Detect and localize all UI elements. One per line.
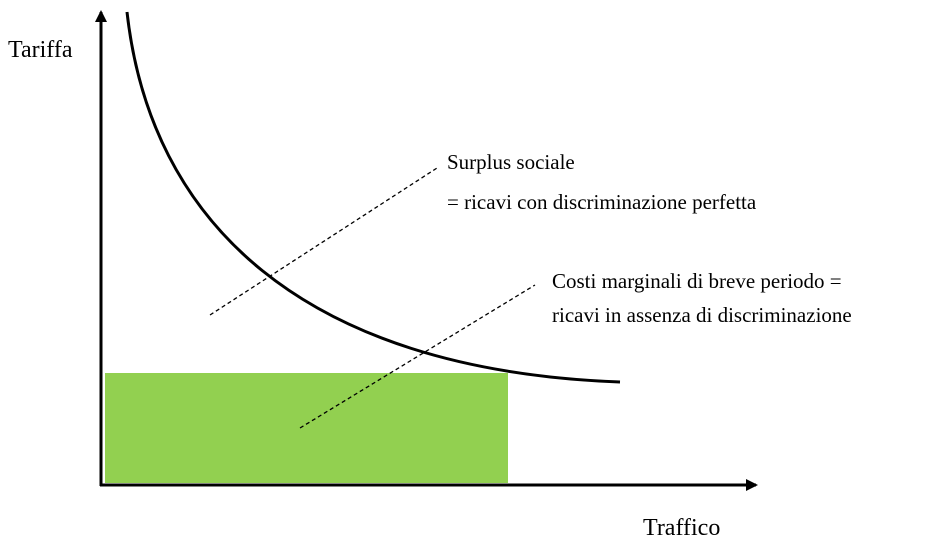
pointer-line: [209, 167, 438, 316]
annotation: Surplus sociale: [447, 150, 575, 174]
revenue-area: [105, 373, 508, 483]
annotation: = ricavi con discriminazione perfetta: [447, 190, 757, 214]
pointer-line: [299, 284, 536, 429]
annotation: ricavi in assenza di discriminazione: [552, 303, 852, 327]
annotation: Costi marginali di breve periodo =: [552, 269, 842, 293]
demand-curve: [125, 11, 621, 384]
x-axis-label: Traffico: [643, 515, 720, 540]
y-axis-label: Tariffa: [8, 37, 73, 63]
